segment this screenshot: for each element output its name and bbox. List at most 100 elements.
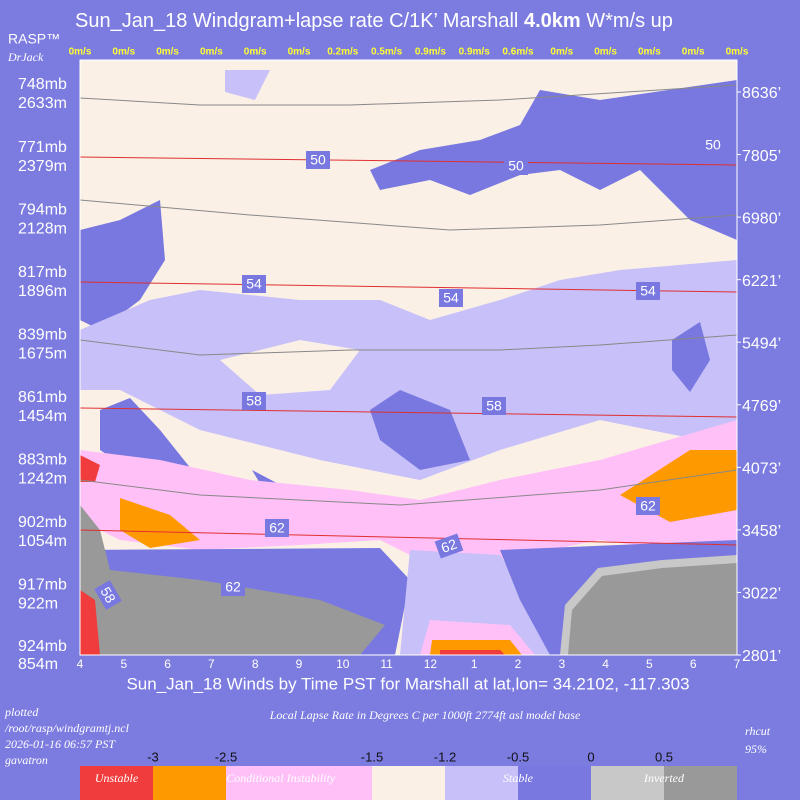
isotherm-label-box — [482, 397, 506, 415]
pressure-label: 794mb — [18, 201, 67, 218]
height-m-label: 2128m — [18, 220, 67, 237]
branding: RASP™ — [8, 31, 60, 47]
w-star-label: 0m/s — [112, 47, 135, 58]
w-star-label: 0.9m/s — [415, 47, 447, 58]
footer-note: gavatron — [5, 753, 48, 767]
isotherm-label: 54 — [439, 289, 463, 307]
height-ft-label: 3022’ — [742, 586, 781, 603]
isotherm-label-box — [504, 157, 528, 175]
x-tick-label: 6 — [164, 657, 171, 671]
height-ft-label: 4769’ — [742, 398, 781, 415]
isotherm-label: 50 — [701, 136, 725, 154]
x-title: Sun_Jan_18 Winds by Time PST for Marshal… — [126, 674, 689, 693]
w-star-label: 0m/s — [594, 47, 617, 58]
pressure-label: 902mb — [18, 514, 67, 531]
colorbar-segment — [591, 766, 664, 800]
isotherm-label-text: 50 — [310, 152, 326, 168]
isotherm-label: 50 — [504, 157, 528, 175]
w-star-label: 0.9m/s — [459, 47, 491, 58]
x-tick-label: 8 — [252, 657, 259, 671]
x-tick-label: 5 — [120, 657, 127, 671]
isotherm-label-text: 50 — [508, 158, 524, 174]
height-m-label: 1242m — [18, 471, 67, 488]
footer-note: 95% — [745, 742, 767, 756]
w-star-label: 0m/s — [200, 47, 223, 58]
isotherm-label-box — [242, 275, 266, 293]
isotherm-label: 58 — [94, 580, 122, 610]
colorbar-segment — [226, 766, 299, 800]
x-tick-label: 2 — [515, 657, 522, 671]
height-m-label: 1054m — [18, 533, 67, 550]
colorbar-segment — [372, 766, 445, 800]
height-ft-label: 2801’ — [742, 648, 781, 665]
x-tick-label: 4 — [77, 657, 84, 671]
x-tick-label: 5 — [646, 657, 653, 671]
colorbar-tick-label: -1.5 — [361, 749, 383, 764]
colorbar-label: Inverted — [643, 771, 685, 785]
isotherm-label-box — [94, 580, 122, 610]
pressure-label: 839mb — [18, 326, 67, 343]
colorbar-segment — [664, 766, 737, 800]
w-star-label: 0m/s — [638, 47, 661, 58]
isotherm-label-box — [439, 289, 463, 307]
isotherm-label-text: 54 — [640, 283, 656, 299]
isotherm-label-box — [306, 151, 330, 169]
colorbar-segment — [153, 766, 226, 800]
height-m-label: 1675m — [18, 345, 67, 362]
isotherm-label: 58 — [482, 397, 506, 415]
pressure-label: 861mb — [18, 389, 67, 406]
x-tick-label: 4 — [602, 657, 609, 671]
x-tick-label: 7 — [208, 657, 215, 671]
w-star-label: 0m/s — [244, 47, 267, 58]
colorbar-segment — [518, 766, 591, 800]
branding: DrJack — [7, 50, 44, 64]
pressure-label: 748mb — [18, 76, 67, 93]
x-tick-label: 9 — [296, 657, 303, 671]
colorbar-tick-label: -1.2 — [434, 749, 456, 764]
isotherm-label-box — [434, 533, 464, 559]
height-ft-label: 3458’ — [742, 523, 781, 540]
height-ft-label: 4073’ — [742, 461, 781, 478]
isotherm-label: 58 — [242, 392, 266, 410]
footer-note: plotted — [4, 705, 39, 719]
isotherm-label-box — [701, 136, 725, 154]
isotherm-label-text: 62 — [269, 520, 285, 536]
footer-note: rhcut — [745, 724, 771, 738]
footer-note: /root/rasp/windgramtj.ncl — [4, 721, 130, 735]
height-m-label: 1454m — [18, 408, 67, 425]
pressure-label: 817mb — [18, 264, 67, 281]
w-star-label: 0m/s — [69, 47, 92, 58]
colorbar-tick-label: -0.5 — [507, 749, 529, 764]
height-ft-label: 6221’ — [742, 273, 781, 290]
x-tick-label: 7 — [734, 657, 741, 671]
isotherm-label-box — [636, 497, 660, 515]
pressure-label: 771mb — [18, 139, 67, 156]
x-tick-label: 10 — [336, 657, 350, 671]
plot-frame — [79, 59, 738, 656]
isotherm-label: 62 — [434, 533, 464, 559]
isotherm-label-text: 58 — [246, 393, 262, 409]
isotherm-label-text: 62 — [640, 498, 656, 514]
lapse-field — [80, 60, 737, 655]
isotherm-label-box — [636, 282, 660, 300]
isotherm-label-box — [221, 578, 245, 596]
isotherm-label: 62 — [265, 519, 289, 537]
colorbar-title: Local Lapse Rate in Degrees C per 1000ft… — [269, 708, 581, 722]
x-tick-label: 1 — [471, 657, 478, 671]
pressure-label: 917mb — [18, 577, 67, 594]
x-tick-label: 11 — [380, 657, 393, 671]
w-star-label: 0m/s — [550, 47, 573, 58]
title: Sun_Jan_18 Windgram+lapse rate C/1K’ Mar… — [75, 10, 673, 32]
isotherm-label-text: 54 — [246, 276, 262, 292]
w-star-label: 0m/s — [156, 47, 179, 58]
colorbar-tick-label: 0 — [587, 749, 594, 764]
height-m-label: 854m — [18, 656, 58, 673]
isotherm-label-text: 54 — [443, 290, 459, 306]
w-star-label: 0m/s — [682, 47, 705, 58]
x-tick-label: 6 — [690, 657, 697, 671]
colorbar-segment — [80, 766, 153, 800]
isotherm-label-text: 62 — [439, 535, 459, 555]
colorbar-tick-label: -2.5 — [215, 749, 237, 764]
w-star-label: 0.2m/s — [327, 47, 359, 58]
